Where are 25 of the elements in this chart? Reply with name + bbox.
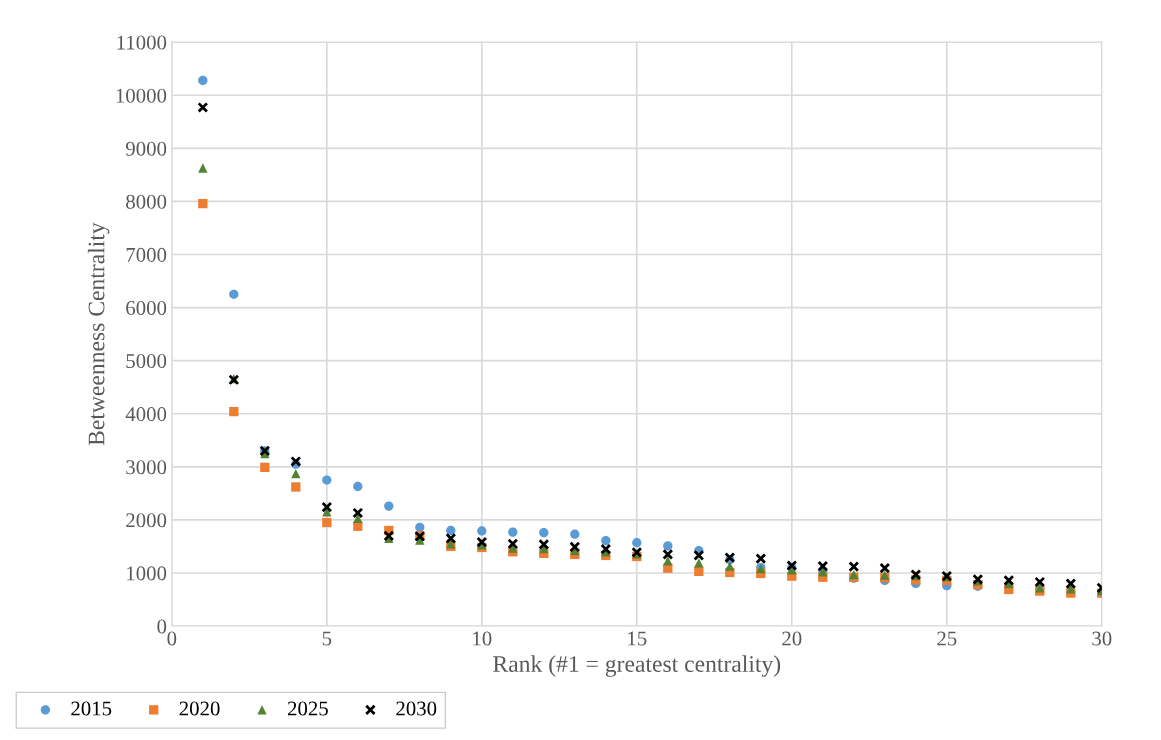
y-tick-label: 11000 <box>117 35 167 50</box>
y-tick-label: 7000 <box>126 247 167 262</box>
x-axis-title: Rank (#1 = greatest centrality) <box>493 655 781 677</box>
y-tick-label: 5000 <box>126 354 167 369</box>
x-tick-label: 20 <box>782 631 802 646</box>
x-tick-label: 15 <box>628 631 647 646</box>
y-tick-label: 9000 <box>125 141 167 156</box>
legend-label: 2025 <box>287 701 328 716</box>
y-tick-label: 10000 <box>116 88 167 103</box>
legend-label: 2015 <box>71 701 112 716</box>
y-tick-label: 6000 <box>126 300 167 315</box>
x-tick-label: 30 <box>1092 631 1112 646</box>
x-tick-label: 10 <box>473 631 492 646</box>
y-tick-label: 3000 <box>126 460 167 475</box>
y-tick-label: 1000 <box>127 566 167 581</box>
x-tick-label: 5 <box>322 631 332 646</box>
x-tick-label: 0 <box>167 631 177 646</box>
y-axis-title: Betweenness Centrality <box>87 222 110 446</box>
legend-label: 2020 <box>179 701 220 716</box>
y-tick-label: 0 <box>157 619 167 634</box>
x-tick-label: 25 <box>937 631 957 646</box>
legend-label: 2030 <box>396 701 437 716</box>
y-tick-label: 8000 <box>126 194 167 209</box>
y-tick-label: 4000 <box>125 407 167 422</box>
y-tick-label: 2000 <box>126 513 167 528</box>
